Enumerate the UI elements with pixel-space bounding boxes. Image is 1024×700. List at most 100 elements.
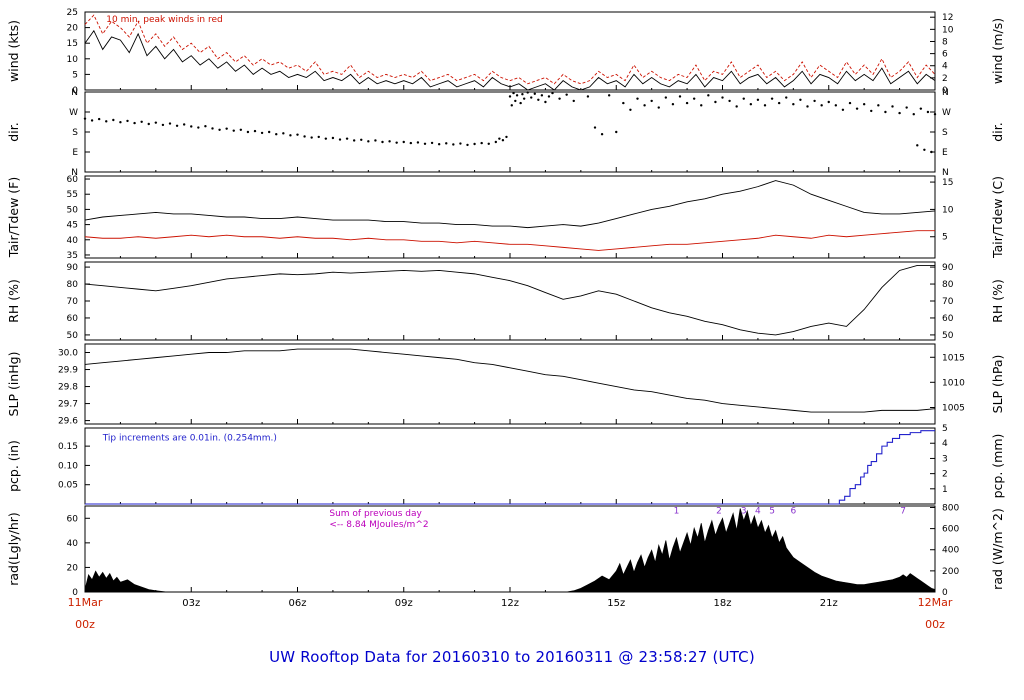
dewpoint-trace bbox=[84, 230, 935, 251]
rh-left-tick-label: 70 bbox=[67, 297, 79, 307]
wind-right-tick-label: 6 bbox=[942, 50, 948, 60]
wind-direction-point bbox=[522, 97, 526, 100]
wind-direction-point bbox=[530, 96, 533, 99]
pcp-right-tick-label: 4 bbox=[942, 439, 948, 449]
wind-direction-point bbox=[445, 142, 448, 145]
wind-direction-point bbox=[806, 105, 809, 108]
wind-direction-point bbox=[749, 103, 753, 106]
wind-direction-point bbox=[510, 104, 513, 107]
rad-right-tick-label: 400 bbox=[942, 546, 959, 556]
wind-direction-point bbox=[629, 108, 632, 111]
slp-left-tick-label: 29.6 bbox=[58, 417, 78, 427]
wind-direction-point bbox=[657, 106, 660, 109]
slp-right-tick-label: 1015 bbox=[942, 353, 965, 363]
wind-direction-point bbox=[785, 96, 788, 99]
wind-direction-point bbox=[540, 94, 544, 97]
rad-annotation: 2 bbox=[716, 506, 722, 516]
temp-left-tick-label: 50 bbox=[67, 205, 79, 215]
wind-direction-point bbox=[267, 130, 271, 134]
temp-right-tick-label: 5 bbox=[942, 233, 948, 243]
wind-direction-point bbox=[147, 122, 150, 126]
wind-left-tick-label: 10 bbox=[67, 55, 79, 65]
wind-right-axis-label: wind (m/s) bbox=[990, 18, 1005, 84]
wind-direction-point bbox=[537, 98, 540, 101]
wind-direction-point bbox=[678, 95, 682, 98]
precip-accumulation-trace bbox=[85, 430, 935, 505]
temp-frame bbox=[84, 175, 936, 259]
temp-left-tick-label: 45 bbox=[67, 221, 78, 231]
rh-left-tick-label: 60 bbox=[67, 314, 79, 324]
slp-left-tick-label: 30.0 bbox=[58, 349, 78, 359]
wind-direction-point bbox=[671, 103, 675, 106]
pcp-panel: pcp. (in) pcp. (mm) 0.05 0.10 0.15 1 2 3 4 5 Tip i… bbox=[6, 424, 1005, 505]
wind-direction-point bbox=[855, 107, 859, 110]
rad-right-tick-label: 800 bbox=[942, 503, 959, 513]
x-tick-label: 12z bbox=[501, 598, 519, 609]
wind-direction-point bbox=[197, 126, 200, 129]
wind-direction-point bbox=[232, 129, 235, 132]
wind-direction-point bbox=[526, 91, 529, 94]
wind-direction-point bbox=[105, 120, 108, 123]
wind-direction-point bbox=[437, 143, 441, 146]
rad-annotation: 3 bbox=[741, 506, 747, 516]
x-start-date-label: 11Mar bbox=[68, 596, 103, 609]
pcp-left-tick-label: 0.05 bbox=[58, 481, 78, 491]
wind-direction-point bbox=[848, 101, 852, 105]
x-end-date-label: 12Mar bbox=[918, 596, 953, 609]
wind-direction-point bbox=[498, 137, 501, 140]
wind-direction-point bbox=[728, 99, 731, 103]
rh-left-tick-label: 80 bbox=[67, 280, 79, 290]
wind-direction-point bbox=[508, 95, 512, 98]
wind-direction-point bbox=[218, 128, 221, 131]
wind-direction-point bbox=[409, 141, 413, 145]
wind-right-tick-label: 2 bbox=[942, 74, 948, 84]
wind-direction-point bbox=[466, 143, 469, 147]
wind-direction-point bbox=[90, 119, 94, 122]
slp-left-axis-label: SLP (inHg) bbox=[6, 352, 21, 417]
rad-left-axis-label: rad(Lgly/hr) bbox=[6, 512, 21, 586]
wind-direction-point bbox=[296, 133, 299, 136]
rh-right-axis-label: RH (%) bbox=[990, 279, 1005, 323]
wind-direction-point bbox=[827, 100, 830, 104]
wind-direction-point bbox=[636, 97, 639, 100]
rh-panel: RH (%) RH (%) 50 60 70 80 90 50 60 70 80 90 bbox=[6, 261, 1005, 341]
wind-direction-point bbox=[820, 104, 823, 107]
wind-direction-point bbox=[345, 137, 349, 140]
x-tick-label: 18z bbox=[714, 598, 732, 609]
rad-annotation: <-- 8.84 MJoules/m^2 bbox=[329, 520, 428, 530]
wind-right-tick-label: 12 bbox=[942, 13, 953, 23]
dir-left-tick-label: S bbox=[72, 128, 78, 138]
rad-right-tick-label: 600 bbox=[942, 525, 959, 535]
wind-direction-point bbox=[360, 138, 363, 141]
wind-direction-point bbox=[799, 98, 802, 101]
wind-direction-point bbox=[742, 97, 745, 100]
wind-direction-point bbox=[700, 104, 703, 107]
wind-direction-point bbox=[735, 105, 738, 108]
x-tick-label: 03z bbox=[182, 598, 200, 609]
wind-direction-point bbox=[381, 140, 384, 144]
wind-direction-point bbox=[650, 99, 653, 103]
temp-left-tick-label: 60 bbox=[67, 175, 79, 185]
wind-direction-point bbox=[487, 142, 490, 145]
wind-direction-point bbox=[841, 108, 845, 111]
pcp-left-tick-label: 0.15 bbox=[58, 442, 78, 452]
pcp-right-axis-label: pcp. (mm) bbox=[990, 434, 1005, 499]
wind-direction-point bbox=[926, 110, 930, 114]
temp-panel: Tair/Tdew (F) Tair/Tdew (C) 35 40 45 50 55 60 5 1… bbox=[6, 175, 1005, 261]
wind-direction-point bbox=[133, 121, 136, 125]
wind-direction-point bbox=[515, 94, 519, 97]
wind-direction-point bbox=[182, 123, 186, 126]
wind-direction-point bbox=[643, 104, 646, 107]
wind-direction-point bbox=[275, 133, 278, 136]
rh-right-tick-label: 60 bbox=[942, 314, 954, 324]
rad-left-tick-label: 40 bbox=[67, 539, 79, 549]
wind-direction-point bbox=[521, 93, 524, 96]
meteogram-chart: wind (kts) wind (m/s)05101520250246810121… bbox=[6, 8, 1005, 631]
dir-right-tick-label: S bbox=[942, 128, 948, 138]
rad-annotation: 5 bbox=[769, 506, 775, 516]
temp-right-tick-label: 10 bbox=[942, 205, 954, 215]
dir-left-tick-label: N bbox=[71, 88, 78, 98]
wind-direction-point bbox=[877, 104, 880, 107]
wind-direction-point bbox=[923, 148, 926, 151]
